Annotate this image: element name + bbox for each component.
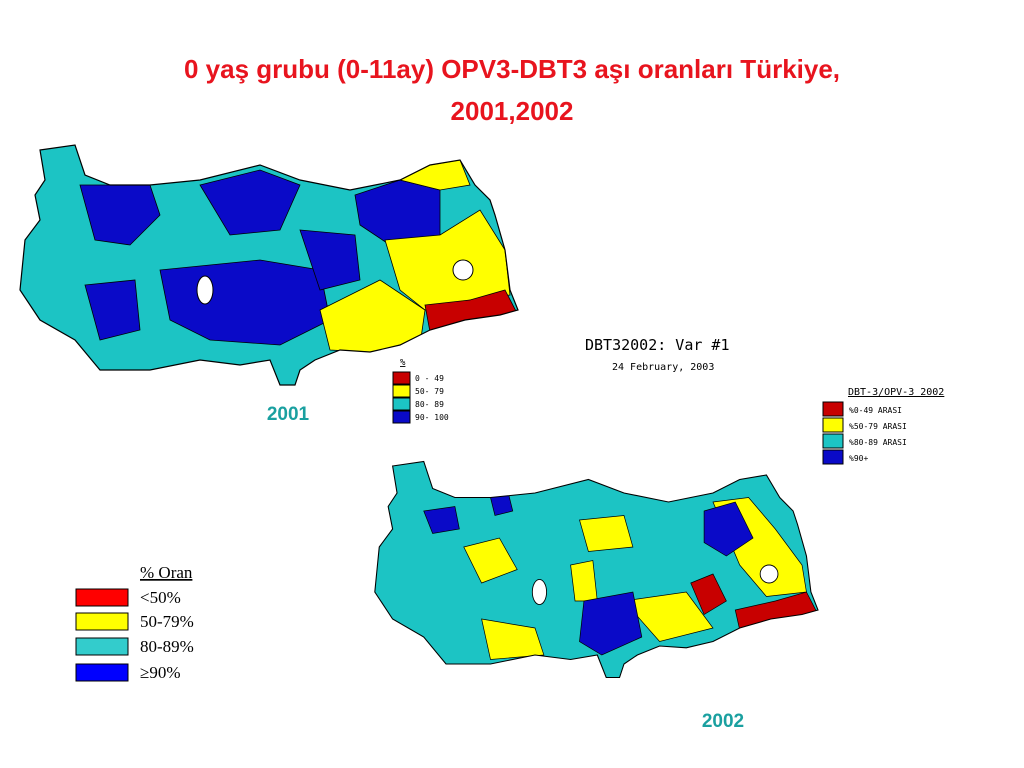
map-2001 bbox=[19, 144, 519, 386]
map-label: 2001 bbox=[267, 404, 310, 425]
legend-item: 80- 89 bbox=[415, 400, 444, 409]
map-date: 24 February, 2003 bbox=[612, 362, 714, 373]
legend-item: 50- 79 bbox=[415, 387, 444, 396]
legend-item: 80-89% bbox=[140, 637, 194, 656]
title-line-1: 0 yaş grubu (0-11ay) OPV3-DBT3 aşı oranl… bbox=[184, 54, 840, 84]
map-2002 bbox=[374, 460, 819, 679]
legend-item: 90- 100 bbox=[415, 413, 449, 422]
legend-item: 50-79% bbox=[140, 612, 194, 631]
legend-oran: % Oran <50% 50-79% 80-89% ≥90% bbox=[75, 563, 194, 682]
legend-item: %50-79 ARASI bbox=[849, 422, 907, 431]
legend-header: DBT-3/OPV-3 2002 bbox=[848, 387, 944, 398]
legend-item: %90+ bbox=[849, 454, 868, 463]
title-line-2: 2001,2002 bbox=[451, 96, 574, 126]
legend-item: %0-49 ARASI bbox=[849, 406, 902, 415]
map-label: 2002 bbox=[702, 711, 744, 732]
legend-2002: DBT-3/OPV-3 2002 %0-49 ARASI %50-79 ARAS… bbox=[822, 387, 944, 465]
legend-item: %80-89 ARASI bbox=[849, 438, 907, 447]
map-title: DBT32002: Var #1 bbox=[585, 336, 730, 354]
legend-item: 0 - 49 bbox=[415, 374, 444, 383]
legend-header: % Oran bbox=[140, 563, 193, 582]
legend-item: <50% bbox=[140, 588, 181, 607]
legend-header: % bbox=[400, 358, 406, 368]
legend-item: ≥90% bbox=[140, 663, 181, 682]
legend-2001: % 0 - 49 50- 79 80- 89 90- 100 bbox=[392, 358, 449, 424]
